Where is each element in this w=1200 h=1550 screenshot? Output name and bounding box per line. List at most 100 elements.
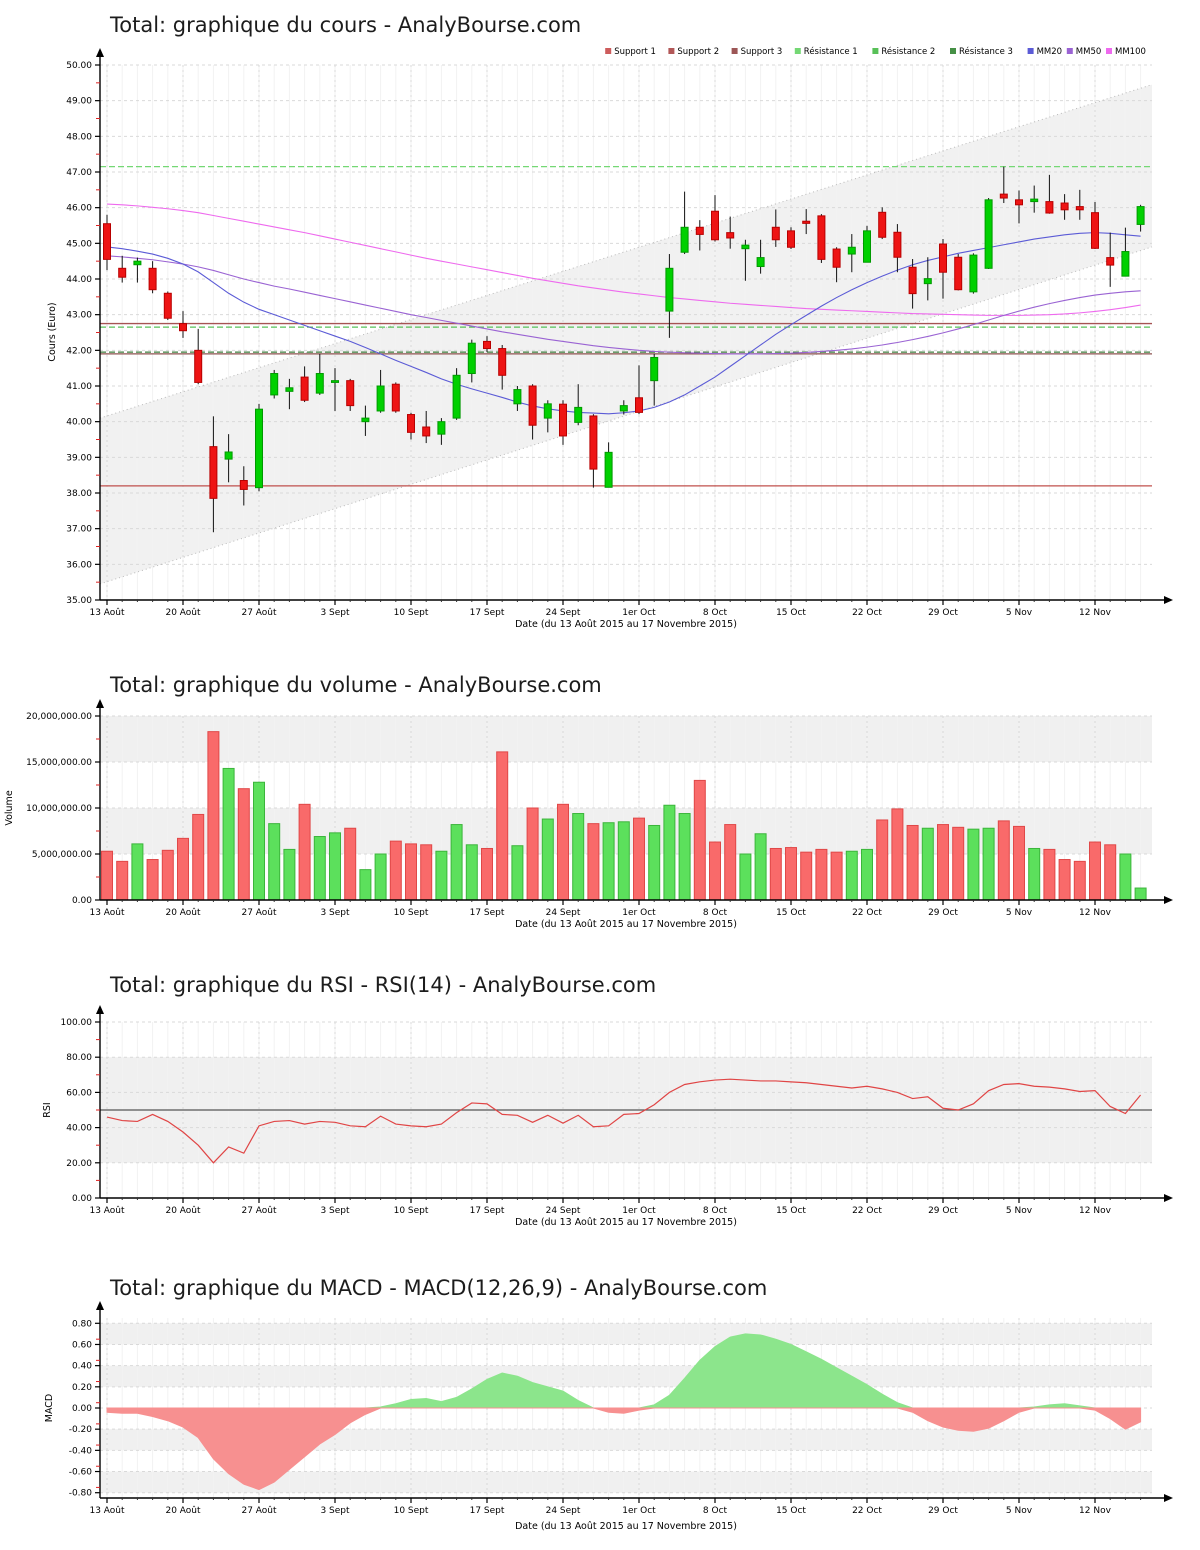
x-tick-label: 22 Oct <box>852 1506 882 1516</box>
volume-bar <box>496 751 509 901</box>
volume-bar <box>253 781 265 901</box>
y-tick-label: 20.00 <box>66 1159 92 1169</box>
x-tick-label: 24 Sept <box>546 608 581 618</box>
x-tick-label: 5 Nov <box>1006 1506 1033 1516</box>
x-tick-label: 20 Août <box>165 1206 201 1216</box>
volume-bar <box>937 824 949 901</box>
x-tick-label: 12 Nov <box>1079 1506 1112 1516</box>
rsi-chart-xlabel: Date (du 13 Août 2015 au 17 Novembre 201… <box>515 1217 737 1228</box>
x-tick-label: 29 Oct <box>928 1206 958 1216</box>
volume-bar <box>359 869 372 901</box>
volume-bar <box>420 844 433 901</box>
candle-body <box>923 278 932 285</box>
y-axis-arrow-icon <box>96 48 104 57</box>
candle-body <box>817 215 826 260</box>
x-tick-label: 22 Oct <box>852 908 882 918</box>
volume-bar <box>177 837 189 901</box>
candle-body <box>315 373 324 394</box>
macd-chart-ylabel: MACD <box>44 1394 55 1422</box>
x-tick-label: 17 Sept <box>470 1206 505 1216</box>
volume-bar <box>663 804 676 901</box>
y-tick-label: 41.00 <box>66 382 92 392</box>
x-tick-label: 20 Août <box>165 1506 201 1516</box>
x-tick-label: 1er Oct <box>622 608 656 618</box>
candle-body <box>163 292 172 319</box>
y-tick-label: 47.00 <box>66 168 92 178</box>
candle-body <box>300 376 309 401</box>
trend-channel <box>100 84 1152 584</box>
candle-body <box>619 405 628 412</box>
y-tick-label: 44.00 <box>66 275 92 285</box>
volume-bar <box>1058 859 1071 901</box>
candle-body <box>711 210 719 241</box>
legend-label: Support 1 <box>614 47 656 57</box>
x-tick-label: 5 Nov <box>1006 608 1033 618</box>
candle-body <box>179 323 187 332</box>
volume-bar <box>192 813 205 901</box>
candle-body <box>346 380 355 407</box>
volume-bar <box>405 843 417 901</box>
volume-bar <box>374 853 387 901</box>
candle-body <box>741 244 750 250</box>
background-band <box>100 1323 1152 1345</box>
volume-bar <box>678 813 691 901</box>
channel-lower-line <box>99 246 1153 585</box>
price-chart-title: Total: graphique du cours - AnalyBourse.… <box>109 13 581 37</box>
x-tick-label: 27 Août <box>241 908 277 918</box>
x-tick-label: 15 Oct <box>776 608 806 618</box>
x-tick-label: 1er Oct <box>622 908 656 918</box>
volume-bar <box>329 832 341 901</box>
x-tick-label: 1er Oct <box>622 1206 656 1216</box>
x-tick-label: 15 Oct <box>776 908 806 918</box>
y-tick-label: 42.00 <box>66 346 92 356</box>
candle-body <box>893 231 902 258</box>
mm100-line <box>106 203 1141 316</box>
x-tick-label: 3 Sept <box>320 1506 350 1516</box>
y-tick-label: 37.00 <box>66 525 92 535</box>
x-tick-label: 10 Sept <box>394 1206 429 1216</box>
candle-body <box>1060 202 1069 211</box>
x-tick-label: 5 Nov <box>1006 908 1033 918</box>
candle-body <box>224 451 233 460</box>
x-tick-label: 24 Sept <box>546 1206 581 1216</box>
legend-swatch-icon <box>1066 48 1073 54</box>
candle-body <box>239 480 248 490</box>
y-tick-label: 10,000,000.00 <box>26 804 92 814</box>
legend-swatch-icon <box>950 48 956 54</box>
y-axis-arrow-icon <box>96 699 104 708</box>
macd-chart: Total: graphique du MACD - MACD(12,26,9)… <box>44 1276 1173 1532</box>
rsi-line <box>106 1078 1142 1164</box>
x-tick-label: 22 Oct <box>852 1206 882 1216</box>
volume-bar <box>587 823 600 901</box>
x-tick-label: 10 Sept <box>394 1506 429 1516</box>
background-band <box>100 1471 1152 1493</box>
volume-bar <box>222 767 235 901</box>
macd-chart-plot: -0.80 -0.60 -0.40 -0.20 0.00 0.20 0.40 0.60 0.80… <box>69 1301 1173 1516</box>
y-tick-label: 35.00 <box>66 596 92 606</box>
x-tick-label: 22 Oct <box>852 608 882 618</box>
candle-body <box>103 223 111 260</box>
y-tick-label: 0.80 <box>72 1319 92 1329</box>
x-tick-label: 10 Sept <box>394 608 429 618</box>
candle-body <box>194 349 203 383</box>
candle-body <box>513 389 522 405</box>
candle-body <box>498 348 507 376</box>
candle-body <box>1045 201 1054 214</box>
volume-bar <box>830 851 843 901</box>
candle-body <box>209 446 218 499</box>
rsi-chart-title: Total: graphique du RSI - RSI(14) - Anal… <box>109 973 656 997</box>
volume-chart-title: Total: graphique du volume - AnalyBourse… <box>109 673 602 697</box>
volume-bar <box>450 824 463 901</box>
volume-bar <box>815 848 828 901</box>
volume-bar <box>1104 844 1117 901</box>
volume-bar <box>1013 825 1025 901</box>
legend-swatch-icon <box>872 48 879 54</box>
candle-body <box>574 406 583 423</box>
y-tick-label: -0.80 <box>69 1489 93 1499</box>
candle-body <box>939 243 947 273</box>
candle-body <box>1136 206 1145 225</box>
candle-body <box>726 232 735 239</box>
volume-bar <box>1119 853 1132 901</box>
x-tick-label: 8 Oct <box>703 1206 728 1216</box>
candle-body <box>1030 198 1039 203</box>
